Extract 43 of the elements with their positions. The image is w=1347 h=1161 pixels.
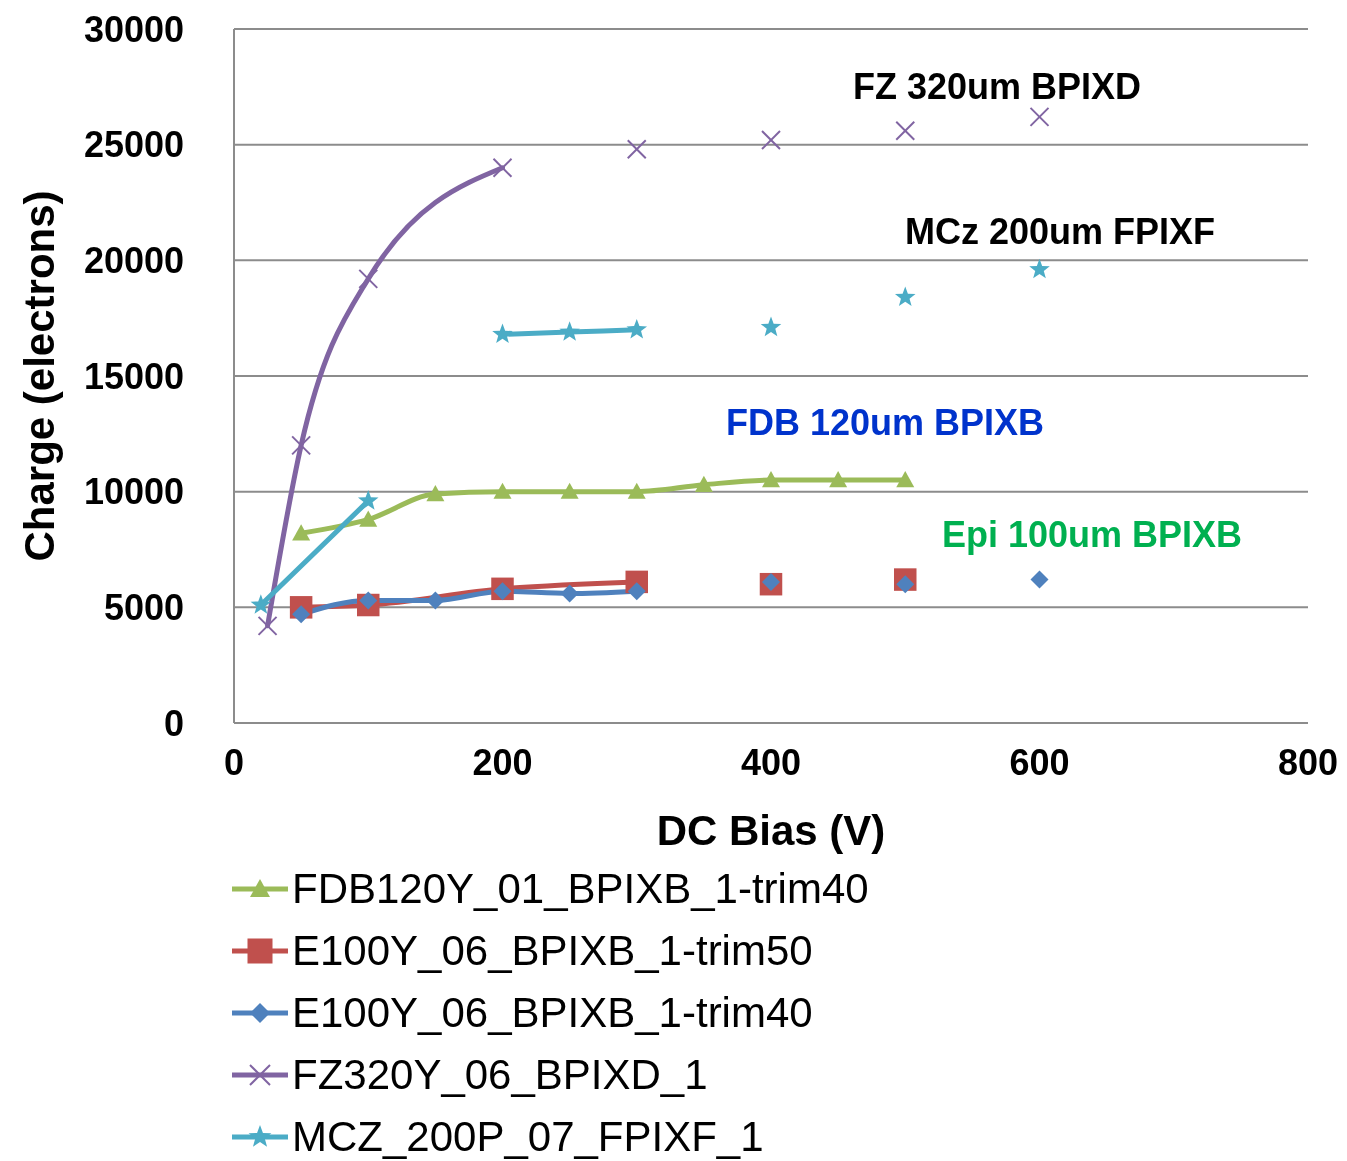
y-tick-label: 30000 bbox=[83, 8, 184, 50]
point bbox=[762, 471, 780, 488]
annotation: Epi 100um BPIXB bbox=[941, 514, 1243, 556]
y-tick-label: 5000 bbox=[103, 587, 184, 629]
point bbox=[896, 471, 915, 488]
point bbox=[760, 316, 782, 337]
y-tick-label: 0 bbox=[163, 702, 184, 744]
point bbox=[894, 286, 916, 307]
y-tick-label: 15000 bbox=[83, 355, 184, 397]
legend-label: FDB120Y_01_BPIXB_1-trim40 bbox=[292, 865, 869, 913]
x-axis-title: DC Bias (V) bbox=[656, 807, 886, 854]
x-tick-label: 0 bbox=[223, 741, 245, 783]
y-axis-title: Charge (electrons) bbox=[16, 190, 63, 562]
x-tick-label: 400 bbox=[740, 741, 802, 783]
legend-label: E100Y_06_BPIXB_1-trim50 bbox=[292, 927, 813, 975]
point bbox=[626, 318, 648, 339]
point bbox=[829, 471, 848, 488]
point bbox=[896, 575, 915, 594]
point bbox=[492, 323, 513, 344]
y-tick-label: 10000 bbox=[83, 471, 184, 513]
point bbox=[493, 482, 512, 499]
point bbox=[357, 490, 379, 510]
point bbox=[250, 594, 272, 614]
x-tick-label: 800 bbox=[1277, 741, 1339, 783]
point bbox=[1029, 258, 1050, 279]
annotation: FDB 120um BPIXB bbox=[725, 402, 1045, 444]
annotation: FZ 320um BPIXD bbox=[852, 66, 1142, 108]
annotation: MCz 200um FPIXF bbox=[904, 211, 1216, 253]
point bbox=[560, 482, 579, 499]
point bbox=[694, 475, 713, 492]
y-tick-label: 25000 bbox=[83, 124, 184, 166]
point bbox=[559, 321, 580, 341]
point bbox=[1030, 570, 1049, 589]
point bbox=[426, 484, 445, 502]
x-tick-label: 600 bbox=[1009, 741, 1070, 783]
x-tick-label: 200 bbox=[472, 741, 533, 783]
y-tick-label: 20000 bbox=[83, 240, 184, 282]
point bbox=[627, 482, 646, 499]
point bbox=[359, 510, 378, 527]
legend-label: FZ320Y_06_BPIXD_1 bbox=[292, 1051, 708, 1099]
legend-label: E100Y_06_BPIXB_1-trim40 bbox=[292, 989, 813, 1037]
point bbox=[292, 524, 311, 541]
legend-label: MCZ_200P_07_FPIXF_1 bbox=[292, 1113, 764, 1161]
